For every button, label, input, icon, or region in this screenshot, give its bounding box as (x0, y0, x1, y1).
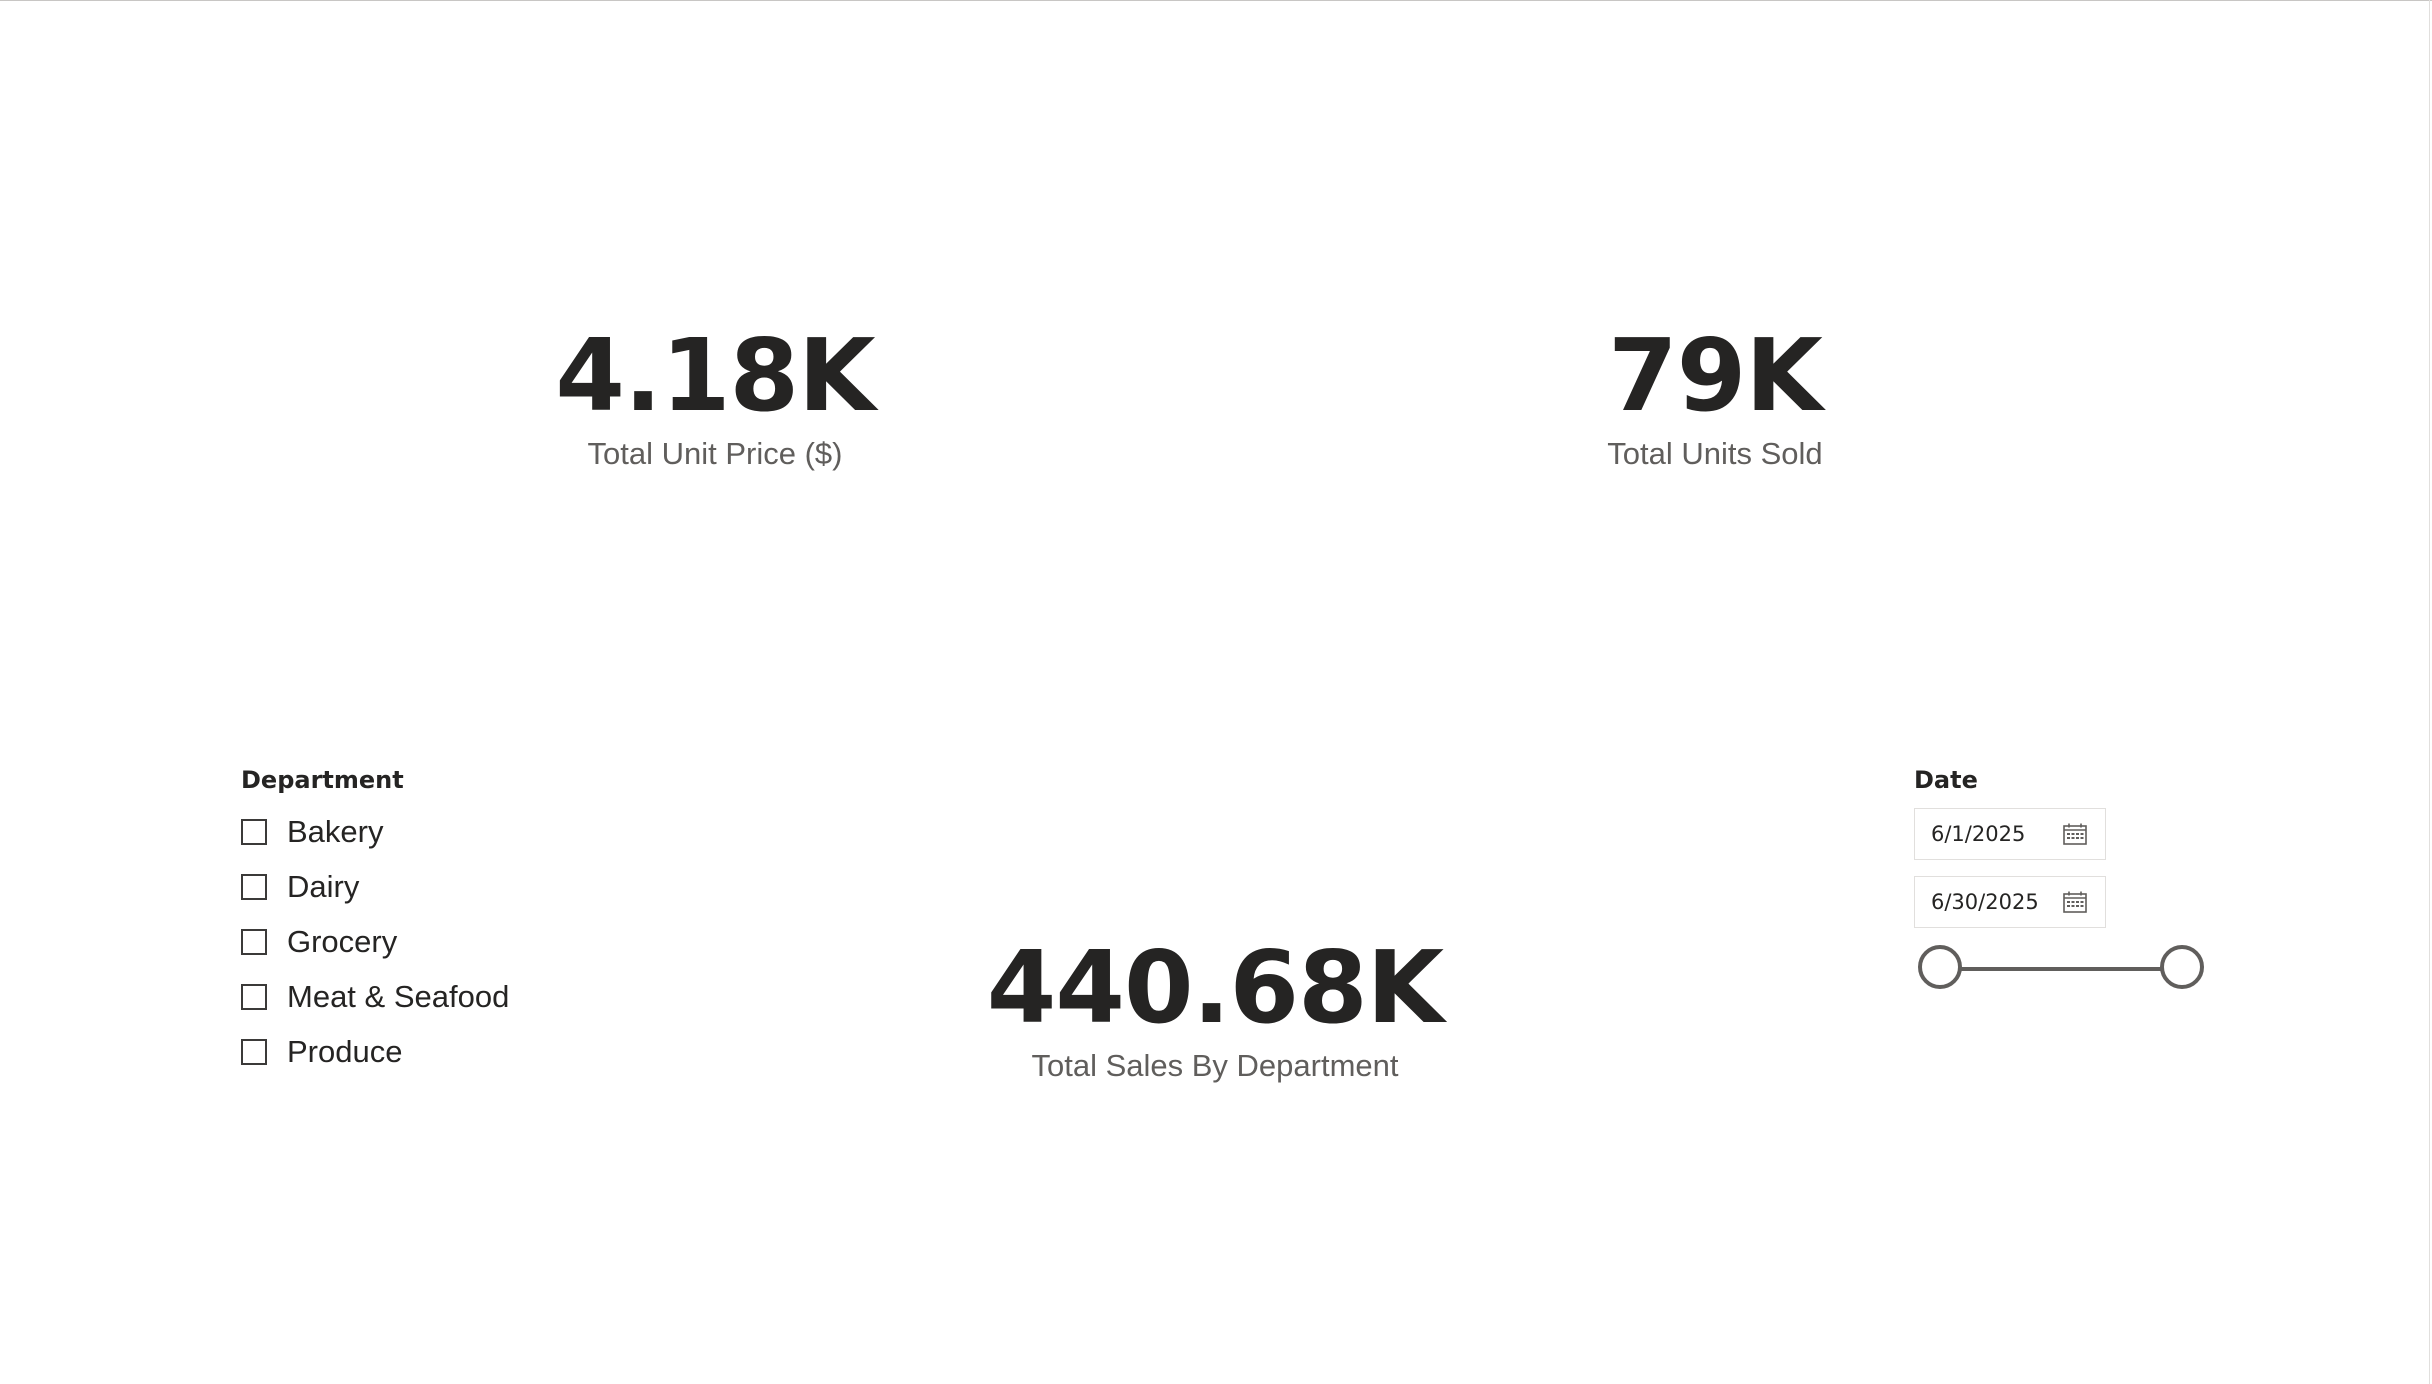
department-label: Dairy (287, 868, 360, 904)
slicer-title: Department (241, 766, 404, 794)
slider-handle-start[interactable] (1918, 945, 1962, 989)
department-item-produce[interactable]: Produce (241, 1024, 641, 1079)
checkbox[interactable] (241, 928, 267, 955)
kpi-label: Total Unit Price ($) (587, 436, 843, 471)
end-date-value: 6/30/2025 (1931, 890, 2039, 914)
department-label: Meat & Seafood (287, 978, 510, 1014)
kpi-card-total-sales[interactable]: 440.68K Total Sales By Department (915, 930, 1515, 1086)
department-item-grocery[interactable]: Grocery (241, 914, 641, 969)
department-label: Bakery (287, 813, 384, 849)
canvas-right-border (2429, 0, 2430, 1384)
checkbox[interactable] (241, 983, 267, 1010)
department-list: Bakery Dairy Grocery Meat & Seafood Prod… (241, 804, 641, 1079)
kpi-value: 440.68K (986, 929, 1444, 1046)
checkbox[interactable] (241, 818, 267, 845)
department-item-dairy[interactable]: Dairy (241, 859, 641, 914)
checkbox[interactable] (241, 873, 267, 900)
kpi-label: Total Sales By Department (1031, 1048, 1399, 1083)
end-date-input[interactable]: 6/30/2025 (1914, 876, 2106, 928)
department-label: Produce (287, 1033, 403, 1069)
date-range-slider[interactable] (1918, 944, 2204, 994)
slider-track[interactable] (1942, 967, 2180, 971)
calendar-icon[interactable] (2063, 891, 2087, 913)
kpi-label: Total Units Sold (1607, 436, 1823, 471)
department-label: Grocery (287, 923, 398, 959)
start-date-input[interactable]: 6/1/2025 (1914, 808, 2106, 860)
department-slicer: Department Bakery Dairy Grocery Meat & S… (241, 762, 641, 1079)
calendar-icon[interactable] (2063, 823, 2087, 845)
start-date-value: 6/1/2025 (1931, 822, 2026, 846)
kpi-card-units-sold[interactable]: 79K Total Units Sold (1515, 318, 1915, 474)
date-slicer: Date 6/1/2025 6/30/2025 (1914, 762, 2214, 989)
canvas-top-border (0, 0, 2432, 1)
department-item-bakery[interactable]: Bakery (241, 804, 641, 859)
kpi-value: 4.18K (555, 317, 875, 434)
kpi-value: 79K (1608, 317, 1823, 434)
checkbox[interactable] (241, 1038, 267, 1065)
kpi-card-unit-price[interactable]: 4.18K Total Unit Price ($) (515, 318, 915, 474)
department-item-meat-seafood[interactable]: Meat & Seafood (241, 969, 641, 1024)
slider-handle-end[interactable] (2160, 945, 2204, 989)
slicer-title: Date (1914, 766, 1978, 794)
